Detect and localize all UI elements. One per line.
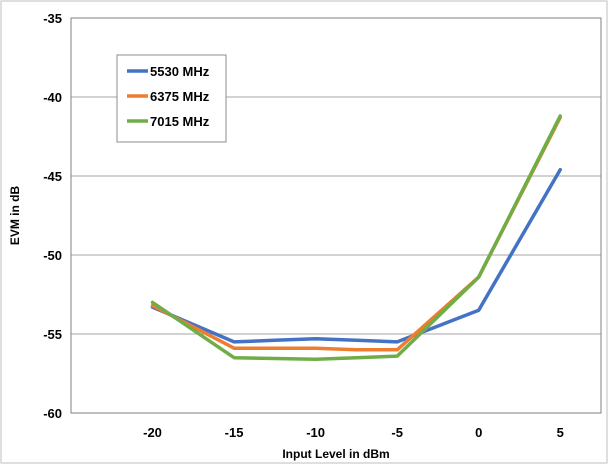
plot-area xyxy=(70,17,602,414)
x-tick-label: -20 xyxy=(143,425,162,440)
series-line-7015-mhz xyxy=(150,114,562,362)
y-tick-label: -55 xyxy=(43,327,62,342)
x-tick-label: -15 xyxy=(225,425,244,440)
y-axis-ticks: -35 -40 -45 -50 -55 -60 xyxy=(43,11,62,421)
legend-label: 5530 MHz xyxy=(150,64,210,79)
legend-label: 6375 MHz xyxy=(150,89,210,104)
x-tick-label: -5 xyxy=(391,425,403,440)
y-tick-label: -35 xyxy=(43,11,62,26)
series-lines xyxy=(150,114,562,362)
y-axis-title: EVM in dB xyxy=(8,186,22,246)
series-line-5530-mhz xyxy=(150,167,562,344)
y-tick-label: -60 xyxy=(43,406,62,421)
x-axis-title: Input Level in dBm xyxy=(282,447,389,461)
y-tick-label: -45 xyxy=(43,169,62,184)
x-tick-label: -10 xyxy=(306,425,325,440)
x-axis-ticks: -20 -15 -10 -5 0 5 xyxy=(143,425,564,440)
legend-label: 7015 MHz xyxy=(150,114,210,129)
y-tick-label: -40 xyxy=(43,90,62,105)
legend: 5530 MHz 6375 MHz 7015 MHz xyxy=(116,54,227,143)
y-tick-label: -50 xyxy=(43,248,62,263)
x-tick-label: 5 xyxy=(557,425,564,440)
x-tick-label: 0 xyxy=(475,425,482,440)
